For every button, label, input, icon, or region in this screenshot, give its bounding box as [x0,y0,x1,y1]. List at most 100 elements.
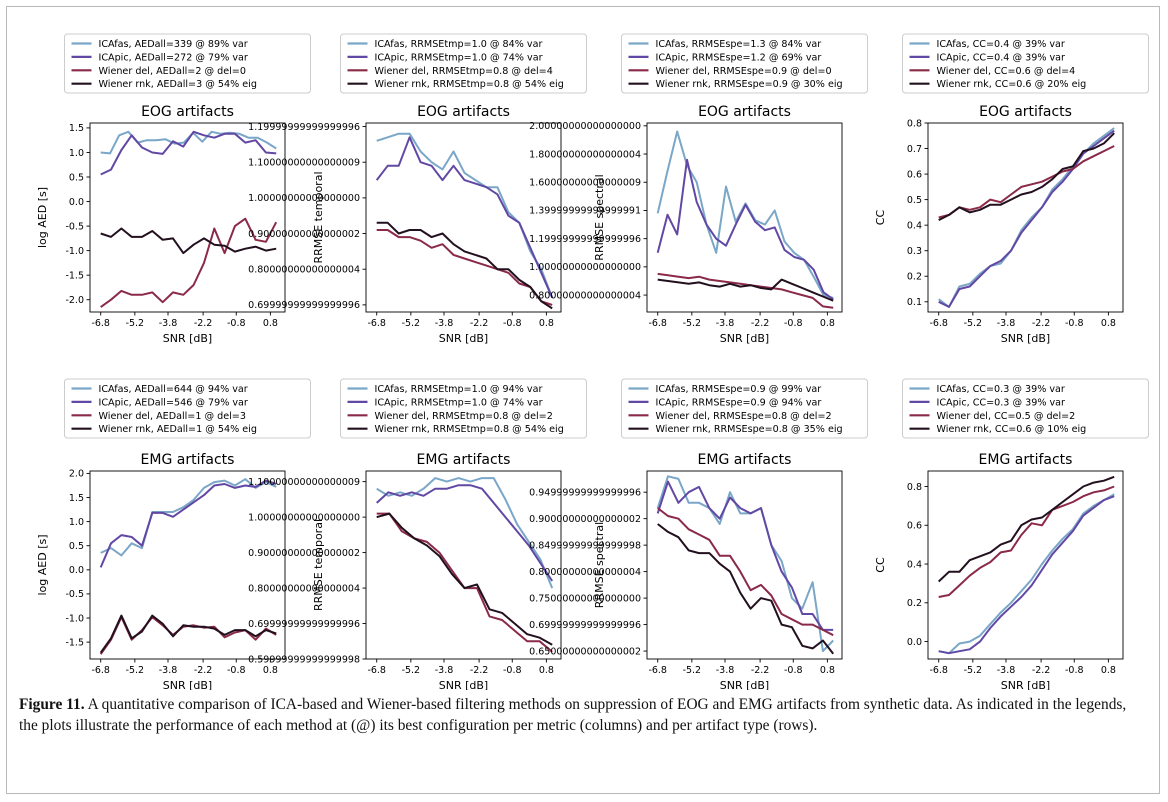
x-axis-label: SNR [dB] [163,332,212,345]
series-line-icapic [656,158,834,301]
x-axis-label: SNR [dB] [1001,679,1050,690]
x-tick-label: -2.2 [194,665,213,676]
y-tick-label: -1.5 [65,637,84,648]
panel-title: EOG artifacts [698,104,791,120]
y-tick-label: 0.2 [907,272,922,283]
series-line-wiener-rnk [100,227,277,255]
y-tick-label: 0.6 [907,521,922,532]
series-line-wiener-rnk [376,512,553,646]
x-tick-label: -5.2 [964,665,983,676]
caption-label: Figure 11. [19,696,85,713]
series-line-icafas [656,475,834,653]
y-tick-label: 0.80000000000000004 [529,290,641,301]
y-tick-label: 1.5 [69,123,84,134]
series-line-icafas [938,493,1115,655]
legend-entry: ICAfas, AEDall=339 @ 89% var [99,39,248,50]
axes-frame [89,470,286,660]
x-tick-label: -2.2 [470,665,489,676]
y-tick-label: 1.39999999999999991 [529,206,641,217]
legend-entry: Wiener del, CC=0.5 @ del=2 [937,411,1076,422]
legend-entry: ICApic, AEDall=272 @ 79% var [99,52,248,63]
y-tick-label: 0.6 [907,169,922,180]
x-tick-label: -5.2 [402,318,421,329]
chart-panel-4: ICAfas, CC=0.4 @ 39% var ICApic, CC=0.4 @… [874,33,1149,345]
series-line-wiener-rnk [99,614,277,654]
axes-frame [89,122,286,313]
legend-entry: ICApic, AEDall=546 @ 79% var [99,397,248,408]
legend-entry: Wiener rnk, RRMSEtmp=0.8 @ 54% eig [375,424,564,435]
legend-box [340,378,587,439]
legend-entry: Wiener del, RRMSEtmp=0.8 @ del=2 [375,411,553,422]
panel-title: EMG artifacts [698,452,792,468]
x-tick-label: 0.8 [263,665,278,676]
x-tick-label: -5.2 [126,318,145,329]
x-axis-label: SNR [dB] [720,332,769,345]
legend-entry: ICAfas, RRMSEtmp=1.0 @ 84% var [375,39,543,50]
legend-box [902,33,1149,94]
legend-entry: ICAfas, RRMSEtmp=1.0 @ 94% var [375,384,543,395]
x-tick-label: -3.8 [997,318,1016,329]
legend-entry: Wiener del, AEDall=1 @ del=3 [99,411,246,422]
x-tick-label: -3.8 [435,318,454,329]
x-tick-label: -2.2 [470,318,489,329]
legend-entry: Wiener del, RRMSEspe=0.9 @ del=0 [656,66,832,77]
y-tick-label: -0.5 [65,221,84,232]
x-tick-label: -6.8 [91,665,110,676]
y-axis-label: RRMSE spectral [593,174,606,260]
x-tick-label: -2.2 [751,318,770,329]
x-tick-label: -5.2 [683,318,702,329]
x-tick-label: -3.8 [435,665,454,676]
y-axis-label: CC [874,557,887,573]
series-line-icapic [375,136,554,299]
y-tick-label: 0.90000000000000002 [529,514,641,525]
y-tick-label: 0.8 [907,482,922,493]
axes-frame [646,470,843,660]
x-tick-label: -3.8 [997,665,1016,676]
x-tick-label: -5.2 [964,318,983,329]
y-tick-label: 0.3 [907,246,922,257]
series-line-wiener-rnk [938,132,1115,221]
series-line-icapic [938,495,1115,655]
figure-plots: ICAfas, AEDall=339 @ 89% var ICApic, AEDa… [36,33,1149,690]
x-axis-label: SNR [dB] [720,679,769,690]
chart-panel-1: ICAfas, AEDall=339 @ 89% var ICApic, AEDa… [36,33,311,345]
legend-entry: ICAfas, CC=0.4 @ 39% var [937,39,1065,50]
x-tick-label: -6.8 [648,318,667,329]
y-tick-label: 1.19999999999999996 [529,234,641,245]
axes-frame [365,122,562,313]
chart-panel-3: ICAfas, RRMSEspe=1.3 @ 84% var ICApic, RR… [529,33,868,345]
legend-entry: ICApic, RRMSEspe=1.2 @ 69% var [656,52,822,63]
y-tick-label: 0.94999999999999996 [529,487,641,498]
series-line-wiener-rnk [938,475,1115,583]
panel-title: EMG artifacts [417,452,511,468]
y-tick-label: 0.59999999999999998 [248,654,360,665]
y-tick-label: 0.5 [69,172,84,183]
legend-entry: Wiener del, AEDall=2 @ del=0 [99,66,246,77]
legend-entry: Wiener del, CC=0.6 @ del=4 [937,66,1076,77]
series-line-wiener-rnk [657,278,834,302]
x-tick-label: -6.8 [367,665,386,676]
panel-title: EOG artifacts [417,104,510,120]
x-tick-label: 0.8 [1101,665,1116,676]
axes-frame [646,122,843,313]
legend-box [621,378,868,439]
x-tick-label: -3.8 [159,665,178,676]
legend-entry: ICApic, RRMSEtmp=1.0 @ 74% var [375,52,543,63]
y-tick-label: 1.0 [69,148,84,159]
panel-title: EMG artifacts [979,452,1073,468]
legend-box [621,33,868,94]
series-line-icapic [99,479,277,568]
legend-entry: ICAfas, AEDall=644 @ 94% var [99,384,248,395]
y-tick-label: 0.7 [907,144,922,155]
axes-frame [365,470,562,660]
legend-entry: ICAfas, CC=0.3 @ 39% var [937,384,1065,395]
legend-entry: Wiener rnk, CC=0.6 @ 10% eig [937,424,1087,435]
legend-entry: Wiener rnk, AEDall=1 @ 54% eig [99,424,257,435]
y-tick-label: 0.75000000000000000 [529,593,641,604]
figure-frame [6,6,1160,794]
series-line-wiener-rnk [657,523,834,655]
x-tick-label: -2.2 [1032,318,1051,329]
x-tick-label: -5.2 [126,665,145,676]
y-tick-label: 1.00000000000000000 [248,193,360,204]
series-line-wiener-del [938,145,1115,219]
